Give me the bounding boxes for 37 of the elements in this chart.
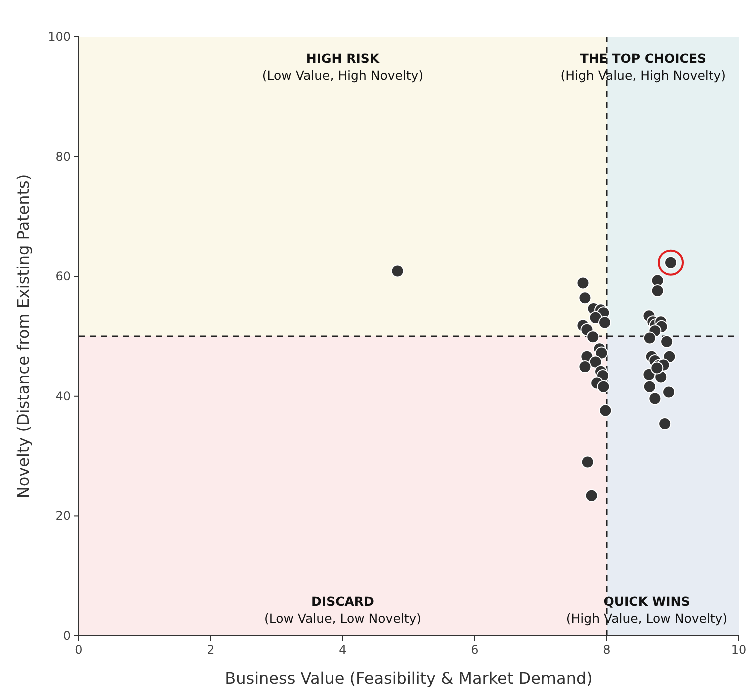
y-tick-label: 80 (56, 150, 71, 164)
x-tick-label: 4 (339, 643, 347, 657)
point (597, 380, 610, 394)
annotation: HIGH RISK (Low Value, High Novelty) (262, 51, 424, 83)
point (581, 456, 594, 469)
point (658, 417, 672, 430)
annotation: DISCARD (Low Value, Low Novelty) (264, 594, 422, 626)
point (595, 346, 608, 360)
annotation: THE TOP CHOICES (High Value, High Novelty) (560, 51, 726, 83)
y-tick-label: 60 (56, 270, 71, 284)
point (599, 404, 612, 418)
x-tick-label: 2 (207, 643, 215, 657)
point (578, 292, 592, 305)
x-tick-label: 0 (75, 643, 83, 657)
y-axis-title: Novelty (Distance from Existing Patents) (14, 174, 33, 499)
point (648, 392, 662, 406)
point (578, 360, 592, 374)
point (650, 362, 664, 375)
point (651, 284, 664, 298)
y-tick-label: 40 (56, 389, 71, 404)
point (391, 264, 404, 278)
point (576, 276, 590, 290)
point (643, 380, 656, 394)
annotation: QUICK WINS (High Value, Low Novelty) (566, 594, 728, 626)
y-tick-label: 20 (56, 509, 71, 524)
y-tick-label: 0 (63, 629, 71, 643)
point (643, 332, 656, 345)
x-tick-label: 10 (731, 643, 747, 657)
x-axis-title: Business Value (Feasibility & Market Demand) (225, 669, 593, 688)
point (585, 489, 598, 502)
x-tick-label: 8 (603, 643, 611, 657)
y-tick-label: 100 (48, 30, 71, 44)
point (660, 335, 674, 348)
x-tick-label: 6 (471, 643, 479, 657)
point (586, 330, 600, 344)
point (598, 316, 612, 330)
point (662, 386, 676, 399)
